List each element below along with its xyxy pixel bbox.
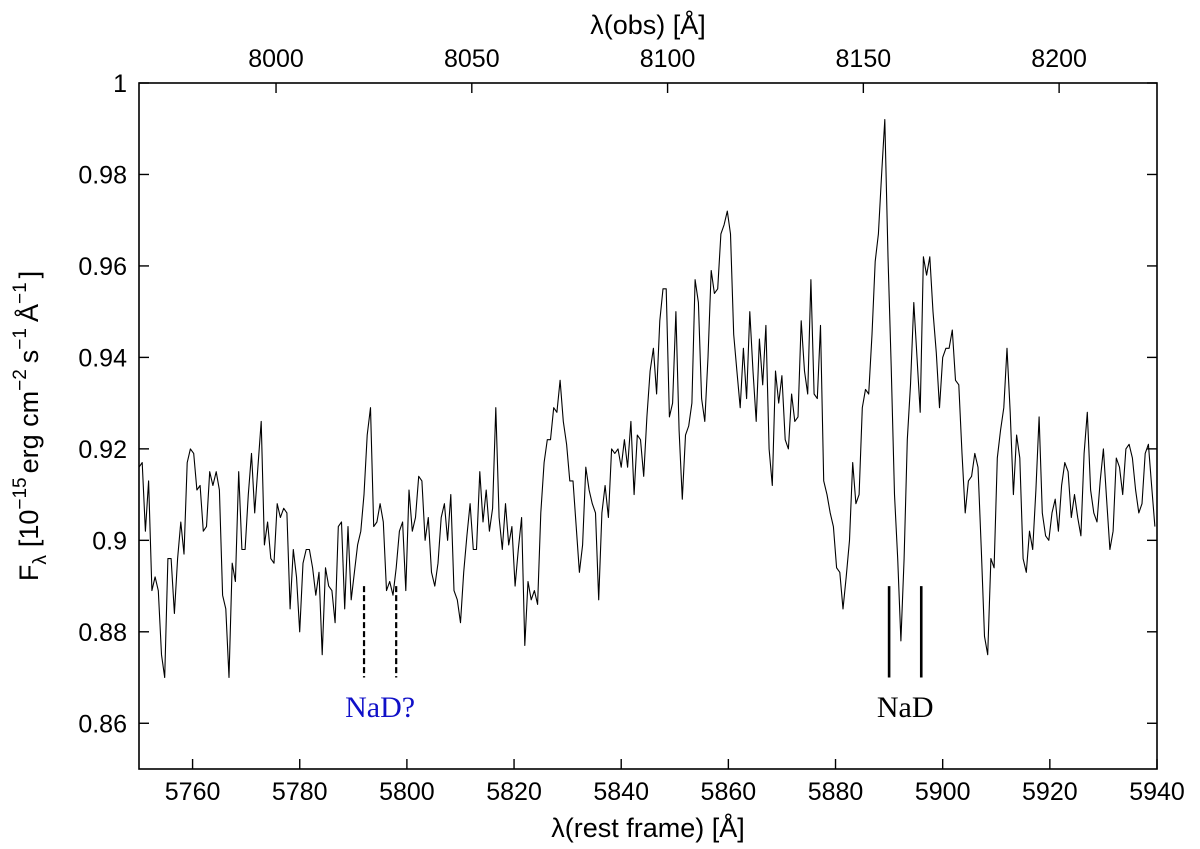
x2-tick-label-8200: 8200 bbox=[1031, 45, 1087, 73]
x-tick-label-5820: 5820 bbox=[486, 778, 542, 806]
x-tick-label-5760: 5760 bbox=[165, 778, 221, 806]
axis-ticks: 5760 5780 5800 5820 5840 5860 5880 5900 5920 5940… bbox=[78, 45, 1184, 806]
y-tick-label-0.94: 0.94 bbox=[78, 344, 127, 372]
x2-axis-title: λ(obs) [Å] bbox=[590, 9, 706, 40]
x2-tick-label-8100: 8100 bbox=[640, 45, 696, 73]
spectrum-line-0 bbox=[138, 119, 1156, 679]
x-tick-label-5780: 5780 bbox=[272, 778, 328, 806]
y-title-mid2: s bbox=[14, 350, 44, 364]
y-title-mid1: erg cm bbox=[14, 391, 44, 474]
x-tick-label-5800: 5800 bbox=[379, 778, 435, 806]
y-title-exp1: −15 bbox=[10, 477, 31, 509]
y-axis-title: Fλ[10−15erg cm−2s−1Å−1] bbox=[10, 271, 51, 581]
y-title-sub: λ bbox=[30, 555, 51, 565]
x2-tick-label-8000: 8000 bbox=[248, 45, 304, 73]
y-title-main: F bbox=[14, 565, 44, 582]
y-title-open: [10 bbox=[14, 510, 44, 548]
x2-tick-label-8050: 8050 bbox=[444, 45, 500, 73]
x-tick-label-5840: 5840 bbox=[593, 778, 649, 806]
annotations: NaD? NaD bbox=[345, 586, 934, 724]
y-title-close: ] bbox=[14, 271, 44, 279]
y-title-exp3: −1 bbox=[10, 328, 31, 350]
y-tick-label-0.86: 0.86 bbox=[78, 710, 127, 738]
x-tick-label-5920: 5920 bbox=[1022, 778, 1078, 806]
x2-tick-label-8150: 8150 bbox=[836, 45, 892, 73]
series-layer bbox=[138, 119, 1156, 679]
annotation-label-0: NaD? bbox=[345, 691, 415, 724]
y-tick-label-0.96: 0.96 bbox=[78, 253, 127, 281]
y-tick-label-0.88: 0.88 bbox=[78, 619, 127, 647]
x-tick-label-5860: 5860 bbox=[701, 778, 757, 806]
y-title-exp2: −2 bbox=[10, 369, 31, 391]
x-tick-label-5940: 5940 bbox=[1129, 778, 1185, 806]
x-tick-label-5900: 5900 bbox=[915, 778, 971, 806]
x-axis-title: λ(rest frame) [Å] bbox=[551, 812, 745, 843]
y-tick-label-0.92: 0.92 bbox=[78, 436, 127, 464]
plot-frame bbox=[138, 82, 1158, 770]
x-tick-label-5880: 5880 bbox=[808, 778, 864, 806]
y-title-exp4: −1 bbox=[10, 282, 31, 304]
y-title-mid3: Å bbox=[13, 304, 44, 322]
y-tick-label-1: 1 bbox=[113, 70, 127, 98]
y-tick-label-0.9: 0.9 bbox=[92, 527, 127, 555]
y-tick-label-0.98: 0.98 bbox=[78, 161, 127, 189]
annotation-label-1: NaD bbox=[877, 691, 934, 724]
